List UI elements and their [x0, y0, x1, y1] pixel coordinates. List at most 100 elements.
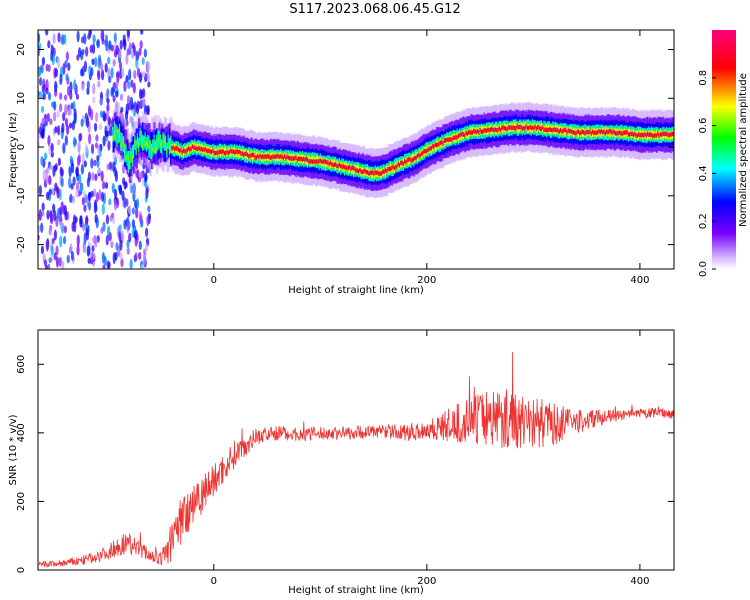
spectrogram-ridge-cell — [167, 141, 170, 147]
spectrogram-ridge-cell — [124, 145, 127, 154]
spectrogram-noise-cell — [91, 171, 95, 181]
spectrogram-noise-cell — [146, 71, 150, 82]
spectrogram-ridge-cell — [671, 132, 674, 137]
spectrogram-noise-cell — [42, 78, 46, 86]
spectrogram-ridge-cell — [254, 155, 257, 160]
spectrogram-ridge-cell — [359, 167, 362, 173]
spectrogram-ridge-cell — [350, 166, 353, 171]
spectrogram-ridge-cell — [659, 132, 663, 137]
spectrogram-ridge-cell — [232, 149, 236, 154]
spectrogram-ridge-cell — [620, 130, 623, 136]
spectrogram-noise-cell — [62, 112, 66, 122]
spectrogram-noise-cell — [104, 182, 109, 190]
spectrogram-ridge-cell — [351, 165, 354, 170]
spectrogram-ridge-cell — [258, 154, 261, 160]
spectrogram-ridge-cell — [345, 165, 348, 170]
spectrogram-ridge-cell — [211, 149, 214, 155]
spectrogram-ridge-cell — [113, 121, 117, 137]
spectrogram-ridge-cell — [133, 154, 136, 159]
spectrogram-ridge-cell — [373, 171, 376, 176]
spectrogram-noise-cell — [62, 142, 66, 154]
spectrogram-noise-cell — [53, 229, 57, 241]
spectrogram-ridge-cell — [547, 128, 550, 133]
spectrogram-ridge-cell — [540, 126, 544, 132]
spectrogram-ridge-cell — [172, 145, 175, 150]
spectrogram-ridge-cell — [519, 124, 522, 130]
spectrogram-ridge-cell — [130, 150, 133, 160]
spectrogram-noise-cell — [139, 171, 144, 180]
spectrogram-ridge-cell — [470, 130, 473, 135]
spectrogram-ridge-cell — [439, 140, 443, 146]
spectrogram-noise-cell — [94, 173, 98, 182]
spectrogram-ridge-cell — [448, 137, 452, 142]
spectrogram-noise-cell — [52, 33, 56, 44]
spectrogram-noise-cell — [42, 169, 46, 181]
spectrogram-noise-cell — [136, 51, 140, 61]
spectrogram-noise-cell — [91, 43, 96, 55]
spectrogram-ridge-cell — [622, 130, 625, 136]
spectrogram-noise-cell — [70, 162, 75, 174]
spectrogram-ridge-cell — [492, 127, 495, 132]
spectrogram-ridge-cell — [450, 137, 453, 142]
spectrogram-ridge-cell — [282, 156, 285, 161]
spectrogram-noise-cell — [85, 232, 89, 241]
spectrogram-ridge-cell — [538, 125, 541, 130]
spectrogram-ridge-cell — [290, 156, 293, 161]
spectrogram-ridge-cell — [143, 136, 146, 142]
spectrogram-noise-cell — [113, 188, 118, 199]
spectrogram-ridge-cell — [465, 130, 468, 136]
spectrogram-ridge-cell — [363, 169, 366, 174]
spectrogram-noise-cell — [70, 183, 74, 190]
spectrogram-noise-cell — [142, 254, 147, 266]
spectrogram-ridge-cell — [267, 153, 270, 159]
spectrogram-ridge-cell — [562, 128, 565, 134]
spectrogram-noise-cell — [90, 143, 95, 155]
spectrogram-ridge-cell — [217, 150, 220, 155]
spectrogram-ridge-cell — [386, 168, 389, 174]
spectrogram-ridge-cell — [207, 148, 210, 154]
spectrogram-frame — [37, 29, 675, 270]
spectrogram-ridge-cell — [372, 170, 375, 175]
spectrogram-ridge-cell — [539, 126, 542, 131]
spectrogram-ridge-cell — [162, 134, 165, 140]
spectrogram-noise-cell — [45, 174, 49, 184]
spectrogram-ridge-cell — [626, 130, 629, 135]
spectrogram-ridge-cell — [347, 165, 351, 170]
spectrogram-noise-cell — [112, 217, 116, 225]
spectrogram-ridge-cell — [240, 151, 243, 156]
spectrogram-ridge-cell — [531, 125, 535, 130]
colorbar: 0.0 0.2 0.4 0.6 0.8 Normalized spectral ampl… — [698, 30, 749, 277]
colorbar-label: Normalized spectral amplitude — [738, 73, 749, 227]
spectrogram-ridge-cell — [616, 131, 619, 136]
spectrogram-noise-cell — [104, 34, 109, 46]
spectrogram-noise-cell — [64, 135, 68, 146]
spectrogram-noise-cell — [79, 132, 83, 141]
spectrogram-noise-cell — [75, 166, 79, 178]
spectrogram-ridge-cell — [209, 149, 213, 154]
spectrogram-noise-cell — [55, 215, 59, 228]
spectrogram-noise-cell — [47, 40, 51, 49]
spectrogram-noise-cell — [112, 95, 116, 103]
spectrogram-noise-cell — [48, 188, 53, 195]
spectrogram-ridge-cell — [489, 127, 492, 133]
spectrogram-ridge-cell — [464, 133, 467, 138]
spectrogram-ridge-cell — [507, 125, 510, 130]
spectrogram-ridge-cell — [221, 149, 224, 155]
spectrogram-ridge-cell — [143, 137, 146, 147]
spectrogram-ridge-cell — [324, 159, 328, 164]
spectrogram-ridge-cell — [263, 154, 266, 160]
spectrogram-ridge-cell — [116, 127, 119, 132]
spectrogram-ridge-cell — [269, 155, 273, 161]
spectrogram-noise-cell — [116, 70, 120, 83]
spectrogram-noise-cell — [108, 198, 112, 206]
spectrogram-ridge-cell — [116, 131, 119, 147]
spectrogram-noise-cell — [85, 215, 89, 226]
spectrogram-noise-cell — [107, 261, 111, 269]
spectrogram-ridge-cell — [459, 132, 462, 138]
spectrogram-y-tick-label: 0 — [16, 144, 27, 150]
spectrogram-ridge-cell — [627, 132, 631, 137]
spectrogram-ridge-cell — [144, 141, 147, 147]
spectrogram-noise-cell — [110, 67, 114, 79]
spectrogram-noise-cell — [64, 117, 69, 127]
spectrogram-ridge-cell — [496, 128, 499, 133]
